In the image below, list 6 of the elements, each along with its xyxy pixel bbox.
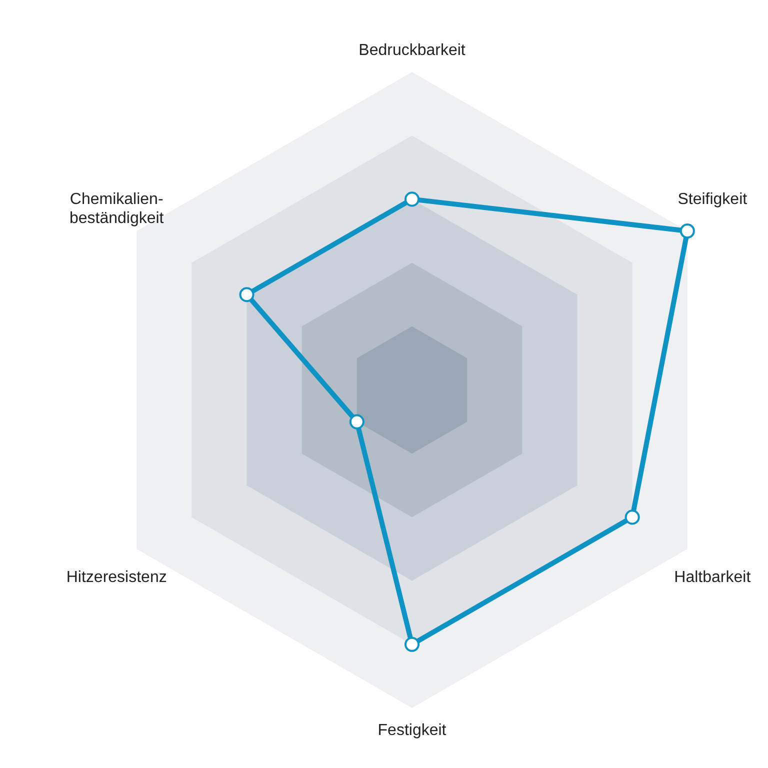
spoke-label: Hitzeresistenz (66, 569, 167, 586)
spoke-label: Haltbarkeit (674, 569, 752, 586)
spoke-label: Chemikalien-beständigkeit (69, 191, 164, 227)
spoke-label: Bedruckbarkeit (358, 42, 466, 59)
spoke-label: Festigkeit (378, 722, 447, 739)
spoke-label: Steifigkeit (678, 191, 748, 208)
